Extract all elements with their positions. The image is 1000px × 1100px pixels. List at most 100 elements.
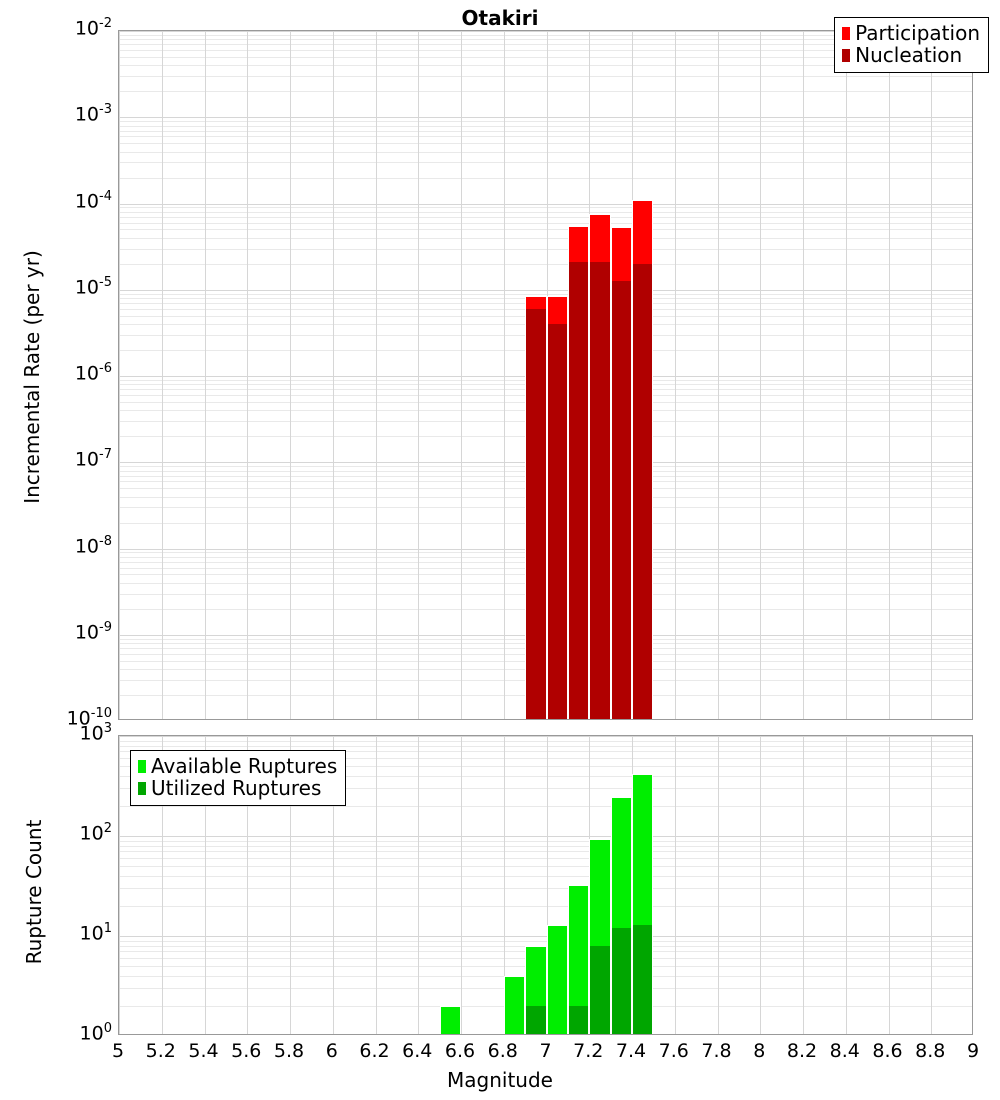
gridline-vertical <box>119 31 120 719</box>
gridline-horizontal <box>119 162 972 164</box>
x-tick-label: 6.8 <box>487 1040 518 1062</box>
gridline-vertical <box>803 31 804 719</box>
x-tick-label: 8.6 <box>872 1040 903 1062</box>
gridline-vertical <box>674 31 676 719</box>
y-tick-label: 10-4 <box>74 188 112 212</box>
gridline-horizontal <box>119 751 972 753</box>
gridline-horizontal <box>119 121 972 123</box>
legend-label: Nucleation <box>855 42 963 67</box>
gridline-vertical <box>717 31 719 719</box>
gridline-horizontal <box>119 177 972 179</box>
x-tick-label: 7.8 <box>701 1040 732 1062</box>
gridline-horizontal <box>119 136 972 138</box>
y-tick-label: 10-8 <box>74 533 112 557</box>
gridline-vertical <box>760 31 762 719</box>
gridline-horizontal <box>119 203 972 205</box>
gridline-horizontal <box>119 65 972 67</box>
gridline-vertical <box>375 736 377 1034</box>
gridline-horizontal <box>119 56 972 58</box>
nucleation-swatch <box>842 48 851 62</box>
bar-utilized-ruptures <box>611 928 631 1034</box>
gridline-horizontal <box>119 222 972 224</box>
x-axis-label: Magnitude <box>447 1068 553 1092</box>
gridline-vertical <box>204 31 206 719</box>
gridline-vertical <box>503 736 505 1034</box>
gridline-horizontal <box>119 740 972 742</box>
x-tick-label: 5.8 <box>273 1040 305 1062</box>
bar-nucleation <box>568 261 589 719</box>
bar-nucleation <box>590 261 610 719</box>
x-tick-label: 7.6 <box>658 1040 689 1062</box>
gridline-horizontal <box>119 117 972 119</box>
gridline-horizontal <box>119 130 972 132</box>
y-tick-label: 10-5 <box>74 274 112 299</box>
gridline-vertical <box>119 736 120 1034</box>
bar-available-ruptures <box>439 1005 461 1034</box>
gridline-horizontal <box>119 125 972 127</box>
gridline-vertical <box>461 736 462 1034</box>
rupture-count-plot: Available Ruptures Utilized Ruptures <box>118 735 973 1035</box>
bar-nucleation <box>526 308 546 719</box>
gridline-vertical <box>418 31 420 719</box>
gridline-vertical <box>332 31 334 719</box>
x-tick-label: 6.2 <box>359 1040 390 1062</box>
bar-available-ruptures <box>567 885 590 1034</box>
gridline-horizontal <box>119 736 972 737</box>
utilized-ruptures-swatch <box>138 781 146 795</box>
y-tick-label: 10-10 <box>66 706 112 730</box>
y-tick-label: 10-7 <box>74 447 112 471</box>
gridline-horizontal <box>119 207 972 209</box>
gridline-horizontal <box>119 836 972 837</box>
x-tick-label: 8.4 <box>829 1040 860 1062</box>
gridline-horizontal <box>119 745 972 747</box>
gridline-horizontal <box>119 211 972 213</box>
x-tick-label: 5.4 <box>188 1040 219 1062</box>
gridline-vertical <box>546 736 548 1034</box>
participation-swatch <box>842 27 851 41</box>
gridline-vertical <box>247 736 249 1034</box>
gridline-horizontal <box>119 237 972 239</box>
top-y-axis-label: Incremental Rate (per yr) <box>20 250 44 504</box>
legend-label: Utilized Ruptures <box>151 775 322 800</box>
available-ruptures-swatch <box>138 760 146 774</box>
y-tick-label: 10-6 <box>74 361 112 385</box>
bar-nucleation <box>611 281 631 719</box>
x-tick-label: 5.6 <box>231 1040 262 1062</box>
gridline-vertical <box>247 31 249 719</box>
gridline-horizontal <box>119 293 972 295</box>
gridline-horizontal <box>119 845 972 847</box>
bar-nucleation <box>547 324 567 719</box>
legend-item-nucleation: Nucleation <box>842 42 980 67</box>
x-tick-label: 7 <box>539 1040 552 1062</box>
incremental-rate-plot <box>118 30 973 720</box>
gridline-horizontal <box>119 758 972 760</box>
y-tick-label: 100 <box>79 1021 112 1045</box>
gridline-horizontal <box>119 888 972 890</box>
gridline-vertical <box>931 736 933 1034</box>
gridline-horizontal <box>119 858 972 860</box>
gridline-horizontal <box>119 39 972 41</box>
gridline-vertical <box>845 736 847 1034</box>
gridline-horizontal <box>119 840 972 842</box>
bar-nucleation <box>633 263 653 719</box>
page-title: Otakiri <box>461 6 539 30</box>
legend-item-utilized-ruptures: Utilized Ruptures <box>138 775 337 800</box>
x-tick-label: 9 <box>966 1040 980 1062</box>
gridline-vertical <box>461 31 462 719</box>
gridline-horizontal <box>119 76 972 78</box>
y-tick-label: 102 <box>79 821 112 845</box>
gridline-horizontal <box>119 851 972 853</box>
gridline-horizontal <box>119 940 972 942</box>
x-tick-label: 8 <box>753 1040 766 1062</box>
legend-label: Available Ruptures <box>151 754 338 778</box>
legend-item-participation: Participation <box>842 22 980 45</box>
x-tick-label: 6.4 <box>402 1040 433 1062</box>
gridline-vertical <box>931 31 933 719</box>
y-tick-label: 101 <box>79 921 112 945</box>
gridline-vertical <box>161 31 163 719</box>
gridline-horizontal <box>119 151 972 153</box>
gridline-horizontal <box>119 788 972 790</box>
gridline-horizontal <box>119 936 972 937</box>
gridline-horizontal <box>119 866 972 868</box>
gridline-horizontal <box>119 248 972 250</box>
